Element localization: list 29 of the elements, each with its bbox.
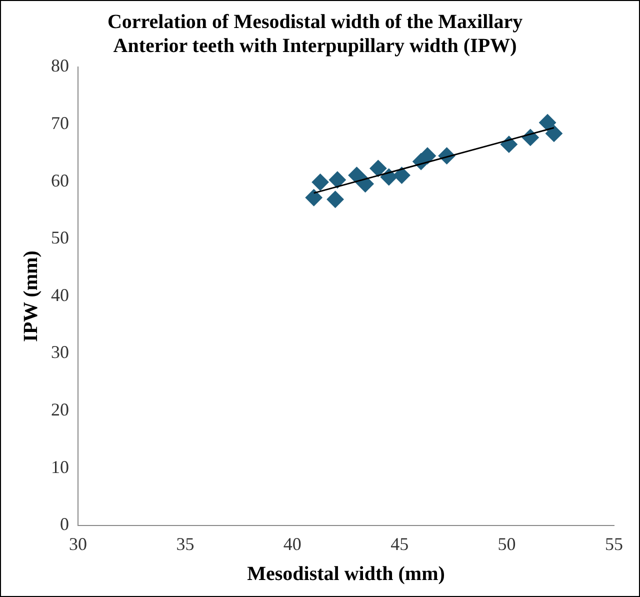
point [539,114,556,132]
point [326,190,344,208]
point [305,189,322,206]
y-tick-label: 0 [60,514,69,534]
point [500,136,518,153]
y-tick-label: 30 [51,342,69,362]
y-tick-label: 80 [51,56,69,76]
y-tick-label: 50 [51,228,69,248]
y-tick-label: 10 [51,456,69,477]
y-tick-label: 70 [51,113,69,134]
point [370,160,387,177]
x-tick-label: 30 [69,534,87,554]
point [348,166,366,184]
x-axis-title: Mesodistal width (mm) [247,563,445,586]
point [328,171,346,188]
x-tick-label: 40 [283,534,302,554]
point [545,124,562,142]
x-tick-label: 55 [605,534,623,554]
point [312,174,329,191]
point [356,175,374,192]
x-tick-label: 45 [390,534,409,554]
point [393,166,410,184]
chart-title: Correlation of Mesodistal width of the Maxillary Anterior teeth with Interpupillary width (IPW) [107,11,523,58]
y-tick-label: 40 [51,284,69,305]
y-tick-label: 60 [51,170,69,190]
y-tick-label: 20 [51,400,69,420]
x-tick-label: 35 [176,534,194,554]
x-tick-label: 50 [498,534,516,554]
y-axis-title: IPW (mm) [20,250,42,342]
